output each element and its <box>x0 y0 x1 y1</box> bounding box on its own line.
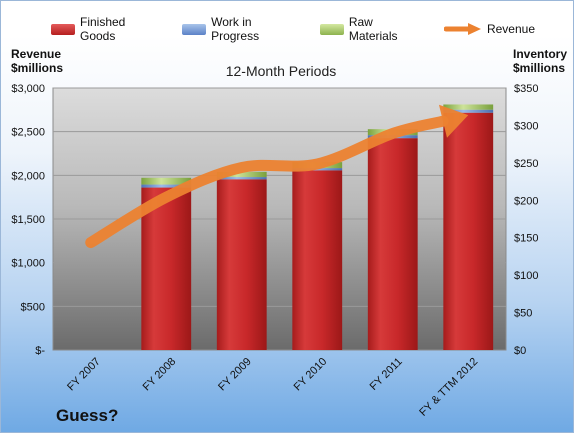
right-tick-label: $250 <box>514 158 538 170</box>
legend-item-revenue: Revenue <box>443 22 536 36</box>
legend-swatch-raw-materials <box>319 23 344 35</box>
bar-finished-goods <box>443 112 494 351</box>
right-axis-title-line-2: $millions <box>513 61 566 75</box>
legend-swatch-finished-goods <box>51 23 75 35</box>
x-tick-label: FY 2010 <box>292 356 330 394</box>
bar-finished-goods <box>141 187 192 350</box>
bar-work-in-progress <box>216 177 267 180</box>
legend-item-finished-goods: Finished Goods <box>51 15 152 43</box>
bar-finished-goods <box>216 179 267 350</box>
right-tick-label: $350 <box>514 83 538 95</box>
left-tick-label: $- <box>35 345 45 357</box>
right-tick-label: $300 <box>514 120 538 132</box>
bar-raw-materials <box>141 177 192 185</box>
bar-finished-goods <box>367 138 418 350</box>
footer-note: Guess? <box>56 406 119 425</box>
legend-item-work-in-progress: Work in Progress <box>182 15 290 43</box>
left-tick-label: $1,000 <box>11 258 45 270</box>
right-tick-label: $50 <box>514 308 532 320</box>
legend-label-finished-goods: Finished Goods <box>80 15 126 43</box>
x-tick-label: FY 2011 <box>368 356 405 393</box>
legend-label-work-in-progress: Work in Progress <box>211 15 260 43</box>
legend-item-raw-materials: Raw Materials <box>319 15 414 43</box>
legend: Finished Goods Work in Progress Raw Mate… <box>51 15 565 43</box>
x-tick-label: FY 2007 <box>65 356 103 394</box>
legend-label-revenue: Revenue <box>486 22 536 36</box>
legend-label-raw-materials: Raw Materials <box>348 15 398 43</box>
bar-raw-materials <box>216 171 267 178</box>
left-axis-title-line-2: $millions <box>11 61 64 75</box>
right-tick-label: $150 <box>514 233 538 245</box>
x-tick-label: FY 2009 <box>216 356 254 394</box>
left-axis-title: Revenue $millions <box>11 47 63 75</box>
chart-title: 12-Month Periods <box>225 63 337 79</box>
left-tick-label: $2,000 <box>11 170 45 182</box>
bar-raw-materials <box>443 104 494 110</box>
bar-work-in-progress <box>141 184 192 188</box>
right-tick-label: $100 <box>514 270 538 282</box>
revenue-arrowhead <box>438 104 469 138</box>
left-tick-label: $3,000 <box>11 83 45 95</box>
revenue-line <box>85 115 449 249</box>
left-tick-label: $2,500 <box>11 127 45 139</box>
left-axis-title-line-1: Revenue <box>11 47 62 61</box>
arrow-icon <box>443 23 481 35</box>
right-tick-label: $200 <box>514 195 538 207</box>
x-tick-label: FY & TTM 2012 <box>417 356 480 419</box>
legend-swatch-work-in-progress <box>182 23 207 35</box>
left-tick-label: $500 <box>21 301 45 313</box>
bar-work-in-progress <box>443 109 494 113</box>
bar-finished-goods <box>292 170 343 350</box>
x-tick-label: FY 2008 <box>141 356 179 394</box>
right-axis-title: Inventory $millions <box>513 47 567 75</box>
right-axis-title-line-1: Inventory <box>513 47 568 61</box>
left-tick-label: $1,500 <box>11 214 45 226</box>
right-tick-label: $0 <box>514 345 526 357</box>
